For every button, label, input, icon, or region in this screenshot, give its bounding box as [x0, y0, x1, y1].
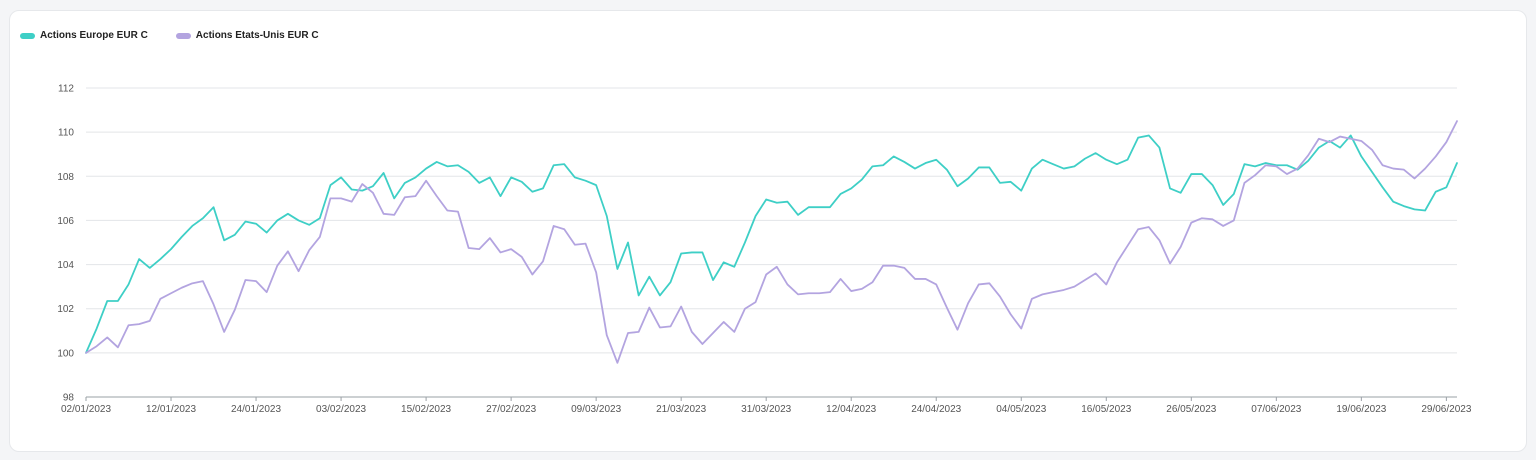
x-tick-label: 02/01/2023	[61, 404, 111, 415]
y-tick-label: 98	[63, 393, 75, 404]
x-tick-label: 09/03/2023	[571, 404, 621, 415]
x-tick-label: 12/01/2023	[146, 404, 196, 415]
x-tick-label: 16/05/2023	[1081, 404, 1131, 415]
x-tick-label: 29/06/2023	[1421, 404, 1471, 415]
legend-item-europe[interactable]: Actions Europe EUR C	[20, 30, 148, 41]
x-tick-label: 24/01/2023	[231, 404, 281, 415]
legend-label-us: Actions Etats-Unis EUR C	[195, 30, 319, 41]
y-tick-label: 112	[58, 84, 74, 95]
y-tick-label: 104	[57, 260, 74, 271]
x-tick-label: 19/06/2023	[1336, 404, 1386, 415]
y-tick-label: 108	[57, 172, 74, 183]
x-tick-label: 31/03/2023	[741, 404, 791, 415]
x-tick-label: 07/06/2023	[1251, 404, 1301, 415]
chart-legend: Actions Europe EUR C Actions Etats-Unis …	[20, 30, 319, 41]
y-tick-label: 106	[57, 216, 74, 227]
legend-swatch-us	[175, 32, 191, 39]
x-tick-label: 12/04/2023	[826, 404, 876, 415]
x-tick-label: 27/02/2023	[486, 404, 536, 415]
x-tick-label: 24/04/2023	[911, 404, 961, 415]
y-tick-label: 110	[58, 128, 74, 139]
legend-item-us[interactable]: Actions Etats-Unis EUR C	[175, 30, 319, 41]
x-tick-label: 15/02/2023	[401, 404, 451, 415]
chart-card	[9, 10, 1527, 452]
x-tick-label: 26/05/2023	[1166, 404, 1216, 415]
y-tick-label: 100	[57, 348, 74, 359]
series-line-europe	[85, 134, 1458, 354]
x-tick-label: 21/03/2023	[656, 404, 706, 415]
y-tick-label: 102	[57, 304, 74, 315]
x-tick-label: 03/02/2023	[316, 404, 366, 415]
series-line-us	[85, 120, 1458, 364]
x-tick-label: 04/05/2023	[996, 404, 1046, 415]
legend-label-europe: Actions Europe EUR C	[40, 30, 148, 41]
legend-swatch-europe	[20, 32, 35, 39]
